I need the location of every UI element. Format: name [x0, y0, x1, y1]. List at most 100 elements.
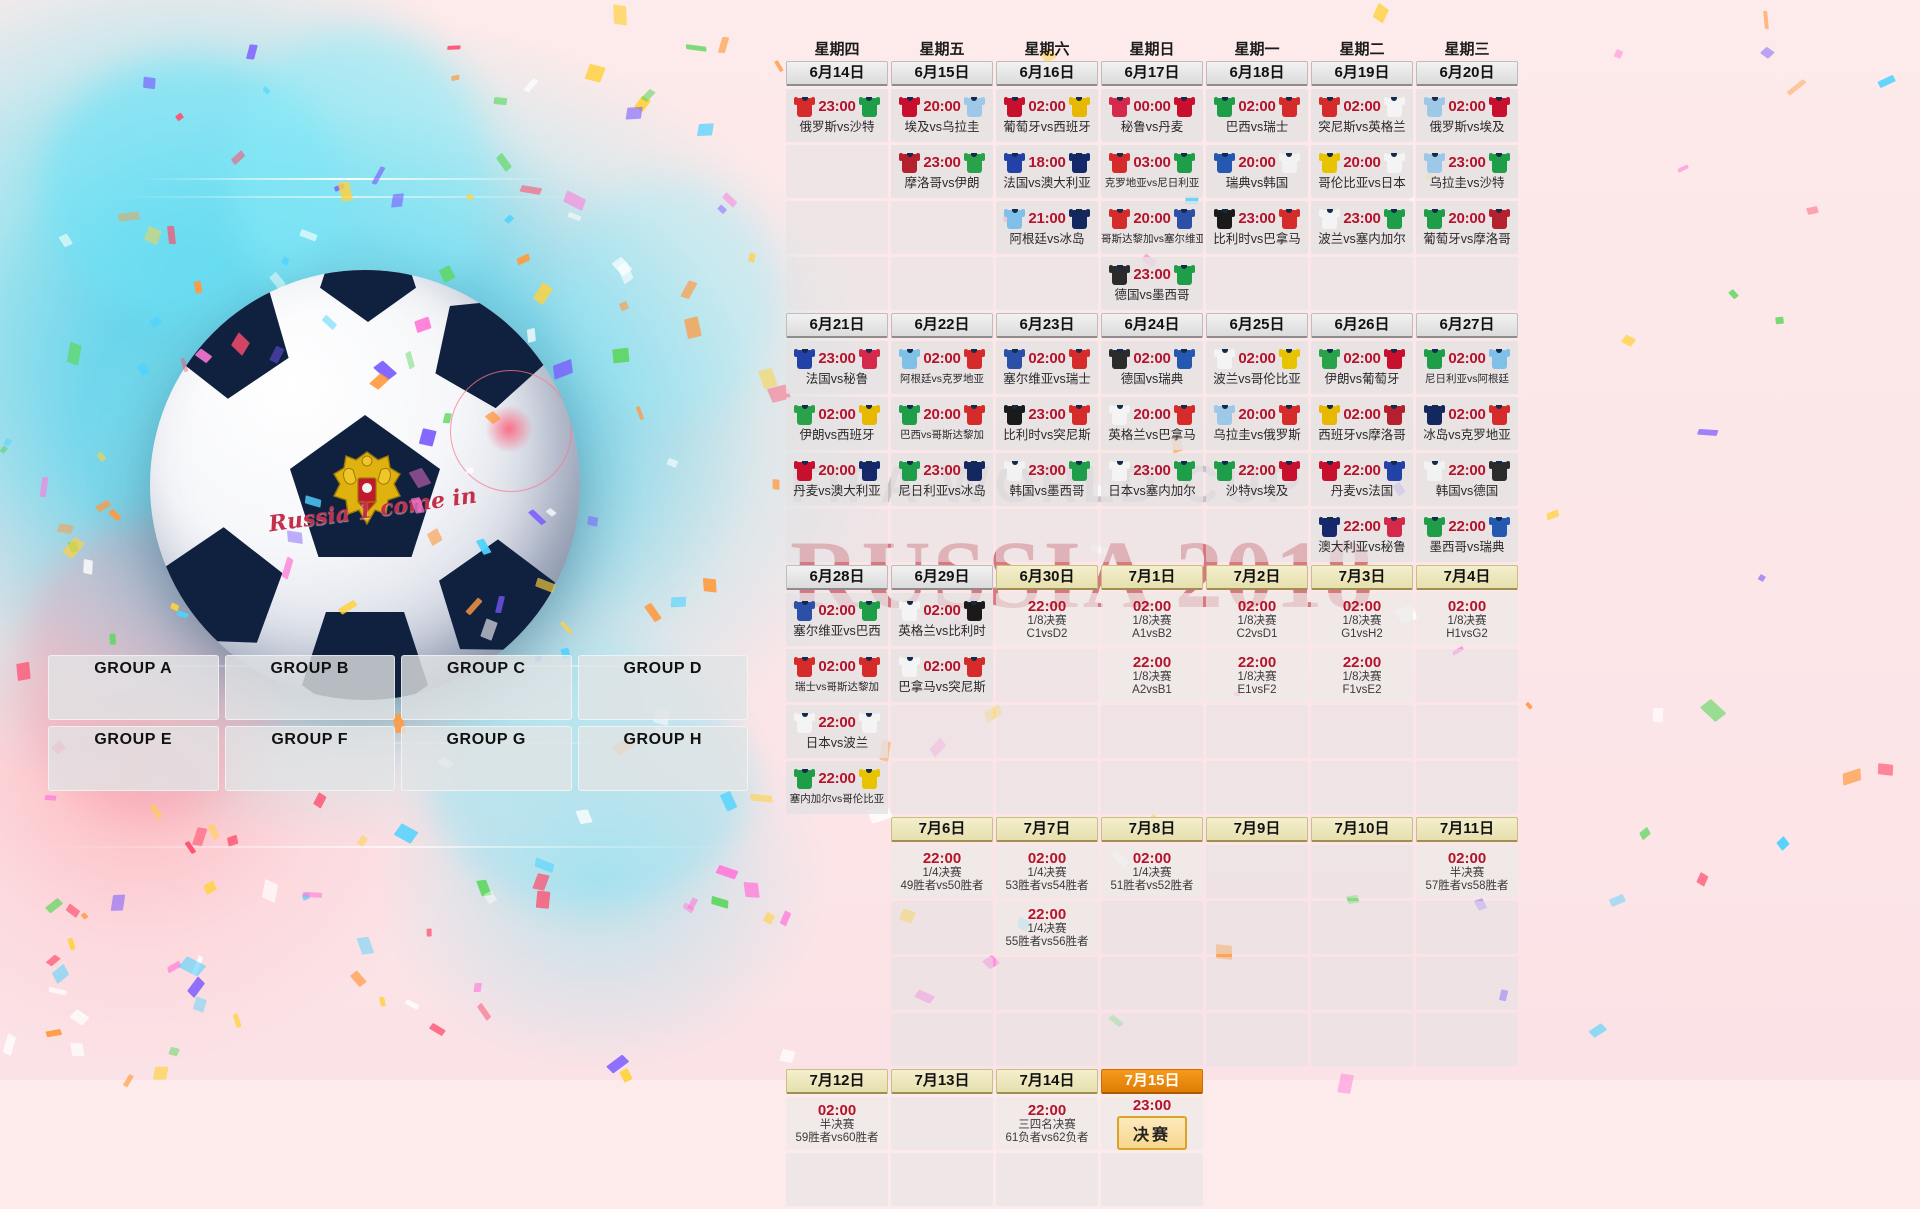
- date-header-cell[interactable]: 6月16日: [996, 61, 1098, 86]
- date-header-cell[interactable]: 6月24日: [1101, 313, 1203, 338]
- match-cell[interactable]: 02:00 冰岛vs克罗地亚: [1416, 397, 1518, 450]
- match-cell[interactable]: 23:00 法国vs秘鲁: [786, 341, 888, 394]
- match-cell[interactable]: 02:00 西班牙vs摩洛哥: [1311, 397, 1413, 450]
- group-box-group-c[interactable]: GROUP C: [401, 655, 572, 720]
- knockout-match-cell[interactable]: 02:00 1/8决赛 A1vsB2: [1101, 593, 1203, 646]
- match-cell[interactable]: 20:00 瑞典vs韩国: [1206, 145, 1308, 198]
- match-cell[interactable]: 22:00 墨西哥vs瑞典: [1416, 509, 1518, 562]
- group-box-group-f[interactable]: GROUP F: [224, 726, 395, 791]
- match-cell[interactable]: 02:00 巴西vs瑞士: [1206, 89, 1308, 142]
- date-header-cell[interactable]: 6月17日: [1101, 61, 1203, 86]
- match-cell[interactable]: 23:00 乌拉圭vs沙特: [1416, 145, 1518, 198]
- match-cell[interactable]: 23:00 比利时vs突尼斯: [996, 397, 1098, 450]
- match-cell[interactable]: 03:00 克罗地亚vs尼日利亚: [1101, 145, 1203, 198]
- date-header-cell[interactable]: 7月9日: [1206, 817, 1308, 842]
- match-cell[interactable]: 22:00 澳大利亚vs秘鲁: [1311, 509, 1413, 562]
- match-cell[interactable]: 02:00 巴拿马vs突尼斯: [891, 649, 993, 702]
- match-cell[interactable]: 23:00 日本vs塞内加尔: [1101, 453, 1203, 506]
- match-cell[interactable]: 20:00 丹麦vs澳大利亚: [786, 453, 888, 506]
- match-cell[interactable]: 23:00 尼日利亚vs冰岛: [891, 453, 993, 506]
- date-header-cell[interactable]: 7月8日: [1101, 817, 1203, 842]
- date-header-cell[interactable]: 7月3日: [1311, 565, 1413, 590]
- date-header-cell[interactable]: 6月29日: [891, 565, 993, 590]
- knockout-match-cell[interactable]: 22:00 1/8决赛 E1vsF2: [1206, 649, 1308, 702]
- match-cell[interactable]: 20:00 巴西vs哥斯达黎加: [891, 397, 993, 450]
- knockout-match-cell[interactable]: 22:00 三四名决赛 61负者vs62负者: [996, 1097, 1098, 1150]
- match-cell[interactable]: 22:00 塞内加尔vs哥伦比亚: [786, 761, 888, 814]
- date-header-cell[interactable]: 7月6日: [891, 817, 993, 842]
- match-cell[interactable]: 02:00 阿根廷vs克罗地亚: [891, 341, 993, 394]
- group-box-group-e[interactable]: GROUP E: [48, 726, 219, 791]
- date-header-cell[interactable]: 6月26日: [1311, 313, 1413, 338]
- match-cell[interactable]: 20:00 哥斯达黎加vs塞尔维亚: [1101, 201, 1203, 254]
- date-header-cell[interactable]: 6月18日: [1206, 61, 1308, 86]
- match-cell[interactable]: 23:00 波兰vs塞内加尔: [1311, 201, 1413, 254]
- group-box-group-d[interactable]: GROUP D: [577, 655, 748, 720]
- date-header-cell[interactable]: 7月15日: [1101, 1069, 1203, 1094]
- date-header-cell[interactable]: 6月22日: [891, 313, 993, 338]
- match-cell[interactable]: 22:00 日本vs波兰: [786, 705, 888, 758]
- match-cell[interactable]: 23:00 俄罗斯vs沙特: [786, 89, 888, 142]
- match-cell[interactable]: 02:00 瑞士vs哥斯达黎加: [786, 649, 888, 702]
- match-cell[interactable]: 23:00 韩国vs墨西哥: [996, 453, 1098, 506]
- date-header-cell[interactable]: 7月10日: [1311, 817, 1413, 842]
- date-header-cell[interactable]: 6月27日: [1416, 313, 1518, 338]
- knockout-match-cell[interactable]: 02:00 1/8决赛 G1vsH2: [1311, 593, 1413, 646]
- knockout-match-cell[interactable]: 02:00 1/4决赛 53胜者vs54胜者: [996, 845, 1098, 898]
- match-cell[interactable]: 20:00 英格兰vs巴拿马: [1101, 397, 1203, 450]
- date-header-cell[interactable]: 7月2日: [1206, 565, 1308, 590]
- match-cell[interactable]: 22:00 韩国vs德国: [1416, 453, 1518, 506]
- match-cell[interactable]: 02:00 伊朗vs葡萄牙: [1311, 341, 1413, 394]
- date-header-cell[interactable]: 7月1日: [1101, 565, 1203, 590]
- date-header-cell[interactable]: 6月21日: [786, 313, 888, 338]
- knockout-match-cell[interactable]: 23:00 决赛: [1101, 1097, 1203, 1150]
- group-box-group-h[interactable]: GROUP H: [577, 726, 748, 791]
- match-cell[interactable]: 22:00 沙特vs埃及: [1206, 453, 1308, 506]
- final-match-badge[interactable]: 决赛: [1117, 1116, 1187, 1150]
- date-header-cell[interactable]: 7月14日: [996, 1069, 1098, 1094]
- knockout-match-cell[interactable]: 22:00 1/4决赛 49胜者vs50胜者: [891, 845, 993, 898]
- group-box-group-b[interactable]: GROUP B: [224, 655, 395, 720]
- date-header-cell[interactable]: 7月12日: [786, 1069, 888, 1094]
- group-box-group-a[interactable]: GROUP A: [48, 655, 219, 720]
- knockout-match-cell[interactable]: 22:00 1/8决赛 A2vsB1: [1101, 649, 1203, 702]
- match-cell[interactable]: 02:00 突尼斯vs英格兰: [1311, 89, 1413, 142]
- date-header-cell[interactable]: 6月14日: [786, 61, 888, 86]
- match-cell[interactable]: 02:00 塞尔维亚vs巴西: [786, 593, 888, 646]
- knockout-match-cell[interactable]: 02:00 1/4决赛 51胜者vs52胜者: [1101, 845, 1203, 898]
- date-header-cell[interactable]: 7月13日: [891, 1069, 993, 1094]
- date-header-cell[interactable]: 6月15日: [891, 61, 993, 86]
- date-header-cell[interactable]: 7月11日: [1416, 817, 1518, 842]
- match-cell[interactable]: 02:00 葡萄牙vs西班牙: [996, 89, 1098, 142]
- match-cell[interactable]: 22:00 丹麦vs法国: [1311, 453, 1413, 506]
- match-cell[interactable]: 23:00 摩洛哥vs伊朗: [891, 145, 993, 198]
- date-header-cell[interactable]: 6月19日: [1311, 61, 1413, 86]
- date-header-cell[interactable]: 6月20日: [1416, 61, 1518, 86]
- match-cell[interactable]: 23:00 德国vs墨西哥: [1101, 257, 1203, 310]
- match-cell[interactable]: 20:00 乌拉圭vs俄罗斯: [1206, 397, 1308, 450]
- date-header-cell[interactable]: 7月4日: [1416, 565, 1518, 590]
- match-cell[interactable]: 02:00 尼日利亚vs阿根廷: [1416, 341, 1518, 394]
- match-cell[interactable]: 23:00 比利时vs巴拿马: [1206, 201, 1308, 254]
- knockout-match-cell[interactable]: 22:00 1/8决赛 C1vsD2: [996, 593, 1098, 646]
- knockout-match-cell[interactable]: 02:00 半决赛 59胜者vs60胜者: [786, 1097, 888, 1150]
- match-cell[interactable]: 21:00 阿根廷vs冰岛: [996, 201, 1098, 254]
- knockout-match-cell[interactable]: 02:00 1/8决赛 C2vsD1: [1206, 593, 1308, 646]
- match-cell[interactable]: 20:00 埃及vs乌拉圭: [891, 89, 993, 142]
- date-header-cell[interactable]: 6月28日: [786, 565, 888, 590]
- knockout-match-cell[interactable]: 22:00 1/8决赛 F1vsE2: [1311, 649, 1413, 702]
- date-header-cell[interactable]: 6月30日: [996, 565, 1098, 590]
- knockout-match-cell[interactable]: 22:00 1/4决赛 55胜者vs56胜者: [996, 901, 1098, 954]
- date-header-cell[interactable]: 6月25日: [1206, 313, 1308, 338]
- match-cell[interactable]: 02:00 德国vs瑞典: [1101, 341, 1203, 394]
- match-cell[interactable]: 20:00 哥伦比亚vs日本: [1311, 145, 1413, 198]
- date-header-cell[interactable]: 7月7日: [996, 817, 1098, 842]
- group-box-group-g[interactable]: GROUP G: [401, 726, 572, 791]
- match-cell[interactable]: 02:00 英格兰vs比利时: [891, 593, 993, 646]
- match-cell[interactable]: 18:00 法国vs澳大利亚: [996, 145, 1098, 198]
- match-cell[interactable]: 02:00 塞尔维亚vs瑞士: [996, 341, 1098, 394]
- knockout-match-cell[interactable]: 02:00 半决赛 57胜者vs58胜者: [1416, 845, 1518, 898]
- date-header-cell[interactable]: 6月23日: [996, 313, 1098, 338]
- match-cell[interactable]: 02:00 波兰vs哥伦比亚: [1206, 341, 1308, 394]
- knockout-match-cell[interactable]: 02:00 1/8决赛 H1vsG2: [1416, 593, 1518, 646]
